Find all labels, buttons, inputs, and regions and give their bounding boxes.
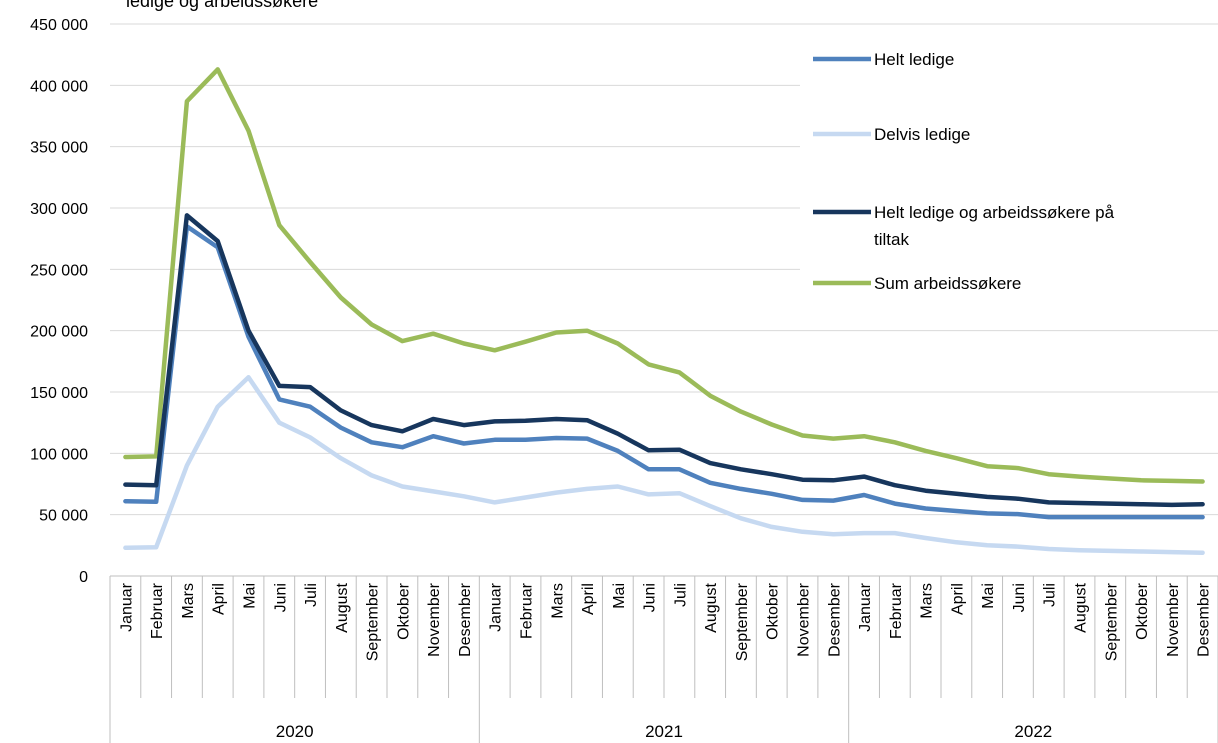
x-tick-label: Oktober [1134,582,1151,640]
x-tick-label: Februar [149,582,166,639]
series-line-2 [123,375,1205,555]
x-tick-label: Mars [919,583,936,619]
x-tick-label: Juni [272,583,289,612]
series-lines [123,67,1205,555]
y-tick-label: 450 000 [30,17,88,34]
x-tick-label: Mai [980,583,997,609]
x-tick-label: Januar [857,582,874,632]
x-tick-label: Juni [642,583,659,612]
x-tick-label: Mai [611,583,628,609]
x-tick-label: August [334,582,351,632]
year-label: 2020 [276,722,314,741]
y-tick-label: 100 000 [30,446,88,463]
x-tick-label: November [426,582,443,656]
y-tick-label: 250 000 [30,262,88,279]
x-tick-label: Januar [118,582,135,632]
x-tick-label: Mars [180,583,197,619]
series-line-4 [123,67,1205,484]
x-tick-label: Januar [488,582,505,632]
year-label: 2021 [645,722,683,741]
y-tick-label: 300 000 [30,201,88,218]
x-tick-label: April [211,583,228,615]
legend-background [800,30,1218,320]
x-tick-label: Februar [519,582,536,639]
x-tick-label: September [734,582,751,661]
year-label: 2022 [1014,722,1052,741]
legend-label: Sum arbeidssøkere [874,274,1021,293]
x-tick-label: Desember [1196,582,1213,656]
y-tick-label: 200 000 [30,324,88,341]
x-tick-label: Mai [242,583,259,609]
legend-label: Delvis ledige [874,125,970,144]
x-tick-label: Juni [1011,583,1028,612]
legend-label: Helt ledige og arbeidssøkere på tiltak [874,203,1115,249]
x-tick-label: Juli [1042,583,1059,607]
x-tick-label: Mars [549,583,566,619]
x-tick-label: April [580,583,597,615]
x-axis: Januar Februar Mars April Mai Juni Juli August S… [109,575,1218,743]
y-tick-label: 150 000 [30,385,88,402]
x-tick-label: August [703,582,720,632]
y-axis: 0 50 000 100 000 150 000 200 000 250 000 300 0… [30,17,88,586]
x-tick-label: Juli [303,583,320,607]
x-tick-label: August [1073,582,1090,632]
x-tick-label: Juli [672,583,689,607]
x-tick-label: November [1165,582,1182,656]
x-tick-label: Oktober [765,582,782,640]
legend-label: Helt ledige [874,50,954,69]
x-tick-label: September [1103,582,1120,661]
y-tick-label: 0 [79,569,88,586]
y-tick-label: 400 000 [30,78,88,95]
legend: Helt ledige Delvis ledige Helt ledige og a… [800,30,1218,320]
x-tick-label: Desember [457,582,474,656]
x-tick-label: April [949,583,966,615]
series-line-1 [123,224,1205,520]
x-tick-label: Oktober [395,582,412,640]
x-tick-label: Desember [826,582,843,656]
chart-title-fragment: ledige og arbeidssøkere [126,0,319,11]
y-tick-label: 350 000 [30,140,88,157]
series-line-3 [123,213,1205,508]
x-tick-label: Februar [888,582,905,639]
y-tick-label: 50 000 [39,508,88,525]
x-tick-label: November [796,582,813,656]
x-tick-label: September [365,582,382,661]
